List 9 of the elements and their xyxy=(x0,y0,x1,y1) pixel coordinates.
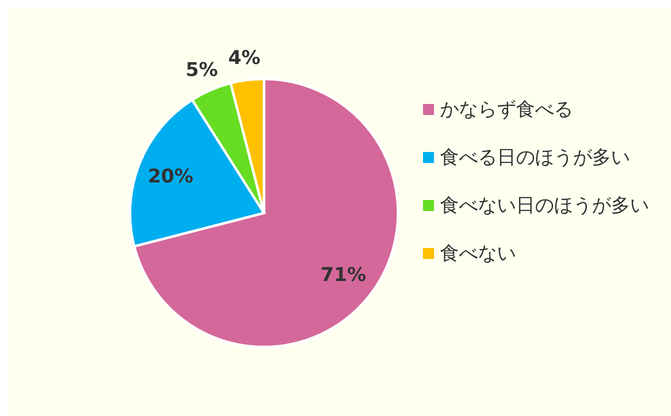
data-label: 5% xyxy=(186,58,218,81)
legend-label: 食べる日のほうが多い xyxy=(440,148,630,169)
data-label: 4% xyxy=(228,47,260,70)
legend-label: 食べない日のほうが多い xyxy=(440,196,649,217)
legend-label: かならず食べる xyxy=(440,100,573,121)
pie-slice xyxy=(132,78,400,348)
data-label: 20% xyxy=(148,166,194,188)
data-label: 71% xyxy=(320,264,366,286)
legend-label: 食べない xyxy=(440,244,516,265)
